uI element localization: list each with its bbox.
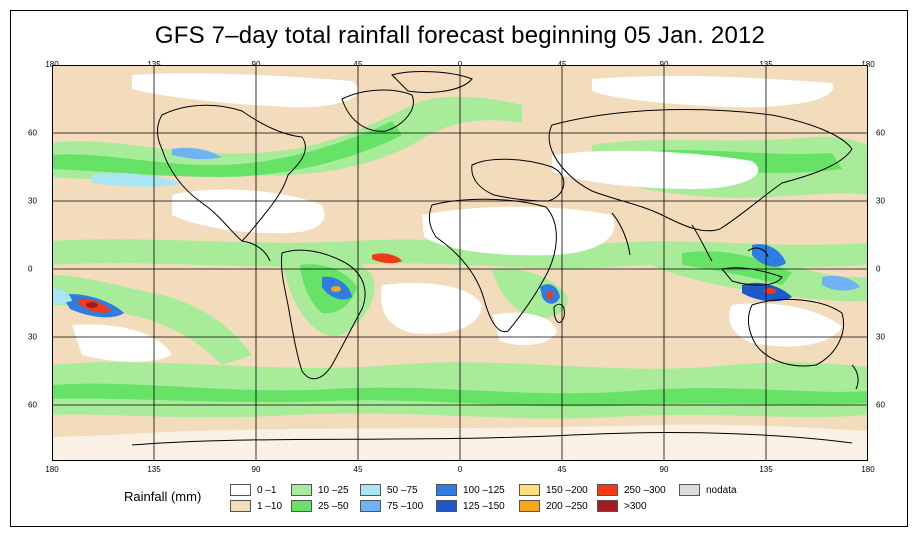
lon-tick-top: 180 [861,60,875,69]
legend-label: 75 –100 [387,501,424,512]
lat-tick-left: 30 [28,196,37,206]
lon-tick-bottom: 45 [557,465,567,474]
lat-tick-left: 60 [28,128,37,138]
lon-tick-top: 90 [251,60,261,69]
legend-label: >300 [624,501,647,512]
lon-tick-bottom: 135 [759,465,773,474]
lat-tick-right: 30 [876,332,885,342]
lon-tick-top: 180 [45,60,59,69]
map-border [52,65,868,461]
lat-tick-right: 60 [876,400,885,410]
lon-tick-top: 45 [353,60,363,69]
legend-label: 150 –200 [546,485,588,496]
lon-tick-bottom: 45 [353,465,363,474]
lon-tick-bottom: 0 [457,465,463,474]
graticule [52,65,868,461]
heavy-rain-cores [52,147,860,318]
lon-tick-top: 0 [457,60,463,69]
lat-tick-right: 30 [876,196,885,206]
map-title: GFS 7–day total rainfall forecast beginn… [154,22,766,49]
lat-tick-right: 0 [876,264,881,274]
legend-swatch [291,484,312,496]
legend-swatch [597,500,618,512]
lon-tick-top: 90 [659,60,669,69]
legend-label: 25 –50 [318,501,349,512]
legend-label: nodata [706,485,737,496]
legend-title: Rainfall (mm) [124,489,202,504]
legend-label: 1 –10 [257,501,283,512]
legend-swatch [519,484,540,496]
lon-tick-top: 135 [147,60,161,69]
legend-swatch [291,500,312,512]
legend-swatch [519,500,540,512]
lon-tick-bottom: 90 [251,465,261,474]
legend-swatch [230,500,251,512]
legend-swatch [436,500,457,512]
legend-label: 200 –250 [546,501,588,512]
legend-swatch [360,500,381,512]
legend-label: 0 –1 [257,485,277,496]
legend-label: 50 –75 [387,485,418,496]
legend-swatch [436,484,457,496]
lon-tick-bottom: 180 [45,465,59,474]
lon-tick-bottom: 180 [861,465,875,474]
legend-label: 10 –25 [318,485,349,496]
rainfall-map [52,65,868,461]
legend-swatch [597,484,618,496]
lat-tick-right: 60 [876,128,885,138]
legend-label: 100 –125 [463,485,505,496]
lat-tick-left: 60 [28,400,37,410]
lon-tick-bottom: 135 [147,465,161,474]
legend-label: 125 –150 [463,501,505,512]
lat-tick-left: 30 [28,332,37,342]
lat-tick-left: 0 [28,264,33,274]
legend-swatch [230,484,251,496]
coastlines [131,71,859,446]
legend-label: 250 –300 [624,485,666,496]
legend-swatch [360,484,381,496]
rainfall-map-svg [52,65,868,461]
lon-tick-bottom: 90 [659,465,669,474]
lon-tick-top: 45 [557,60,567,69]
legend-swatch [679,484,700,496]
lon-tick-top: 135 [759,60,773,69]
